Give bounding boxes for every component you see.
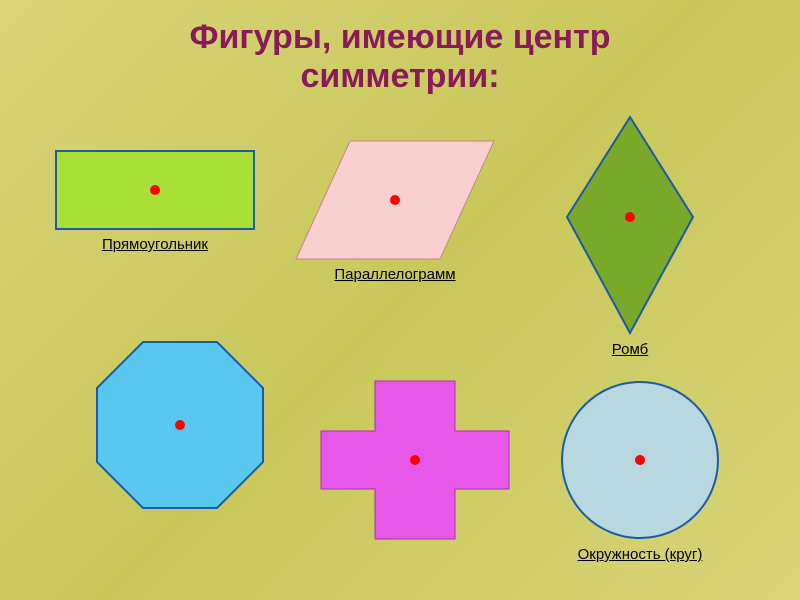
center-dot	[635, 455, 645, 465]
circle-label: Окружность (круг)	[560, 546, 720, 563]
octagon-shape	[95, 340, 265, 510]
center-dot	[625, 212, 635, 222]
parallelogram-shape: Параллелограмм	[295, 140, 495, 283]
rectangle-label: Прямоугольник	[55, 236, 255, 253]
rhombus-label: Ромб	[565, 341, 695, 358]
center-dot	[410, 455, 420, 465]
title-line-1: Фигуры, имеющие центр	[190, 18, 611, 56]
page-title: Фигуры, имеющие центр симметрии:	[0, 0, 800, 96]
circle-shape: Окружность (круг)	[560, 380, 720, 563]
center-dot	[175, 420, 185, 430]
center-dot	[390, 195, 400, 205]
cross-shape	[320, 380, 510, 540]
title-line-2: симметрии:	[300, 57, 499, 95]
center-dot	[150, 185, 160, 195]
rhombus-shape: Ромб	[565, 115, 695, 358]
rectangle-shape: Прямоугольник	[55, 150, 255, 253]
parallelogram-label: Параллелограмм	[295, 266, 495, 283]
